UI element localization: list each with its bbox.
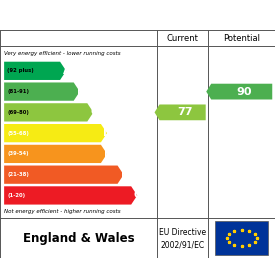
- Polygon shape: [4, 62, 66, 80]
- Text: Energy Efficiency Rating: Energy Efficiency Rating: [8, 9, 192, 22]
- Text: (55-68): (55-68): [7, 131, 29, 136]
- Polygon shape: [4, 83, 80, 101]
- Text: Potential: Potential: [223, 34, 260, 43]
- Text: E: E: [104, 149, 111, 159]
- Text: (69-80): (69-80): [7, 110, 29, 115]
- Text: Current: Current: [167, 34, 199, 43]
- Text: 77: 77: [178, 107, 193, 117]
- Text: (39-54): (39-54): [7, 151, 29, 156]
- Polygon shape: [4, 103, 94, 122]
- Polygon shape: [4, 166, 124, 184]
- Text: Not energy efficient - higher running costs: Not energy efficient - higher running co…: [4, 209, 121, 214]
- Polygon shape: [206, 84, 272, 100]
- Text: B: B: [76, 87, 85, 96]
- Polygon shape: [4, 186, 137, 205]
- Bar: [215, 221, 268, 255]
- Text: EU Directive: EU Directive: [159, 228, 206, 237]
- Polygon shape: [4, 124, 107, 142]
- Text: A: A: [63, 66, 71, 76]
- Polygon shape: [155, 104, 206, 120]
- Text: Very energy efficient - lower running costs: Very energy efficient - lower running co…: [4, 51, 121, 56]
- Text: (92 plus): (92 plus): [7, 68, 34, 73]
- Text: D: D: [103, 128, 112, 138]
- Text: (81-91): (81-91): [7, 89, 29, 94]
- Text: C: C: [90, 107, 98, 117]
- Polygon shape: [4, 145, 107, 163]
- Text: (21-38): (21-38): [7, 172, 29, 177]
- Text: (1-20): (1-20): [7, 193, 26, 198]
- Text: England & Wales: England & Wales: [23, 231, 134, 245]
- Text: 2002/91/EC: 2002/91/EC: [161, 241, 205, 250]
- Text: 90: 90: [237, 87, 252, 96]
- Text: F: F: [121, 170, 128, 180]
- Text: G: G: [134, 190, 142, 200]
